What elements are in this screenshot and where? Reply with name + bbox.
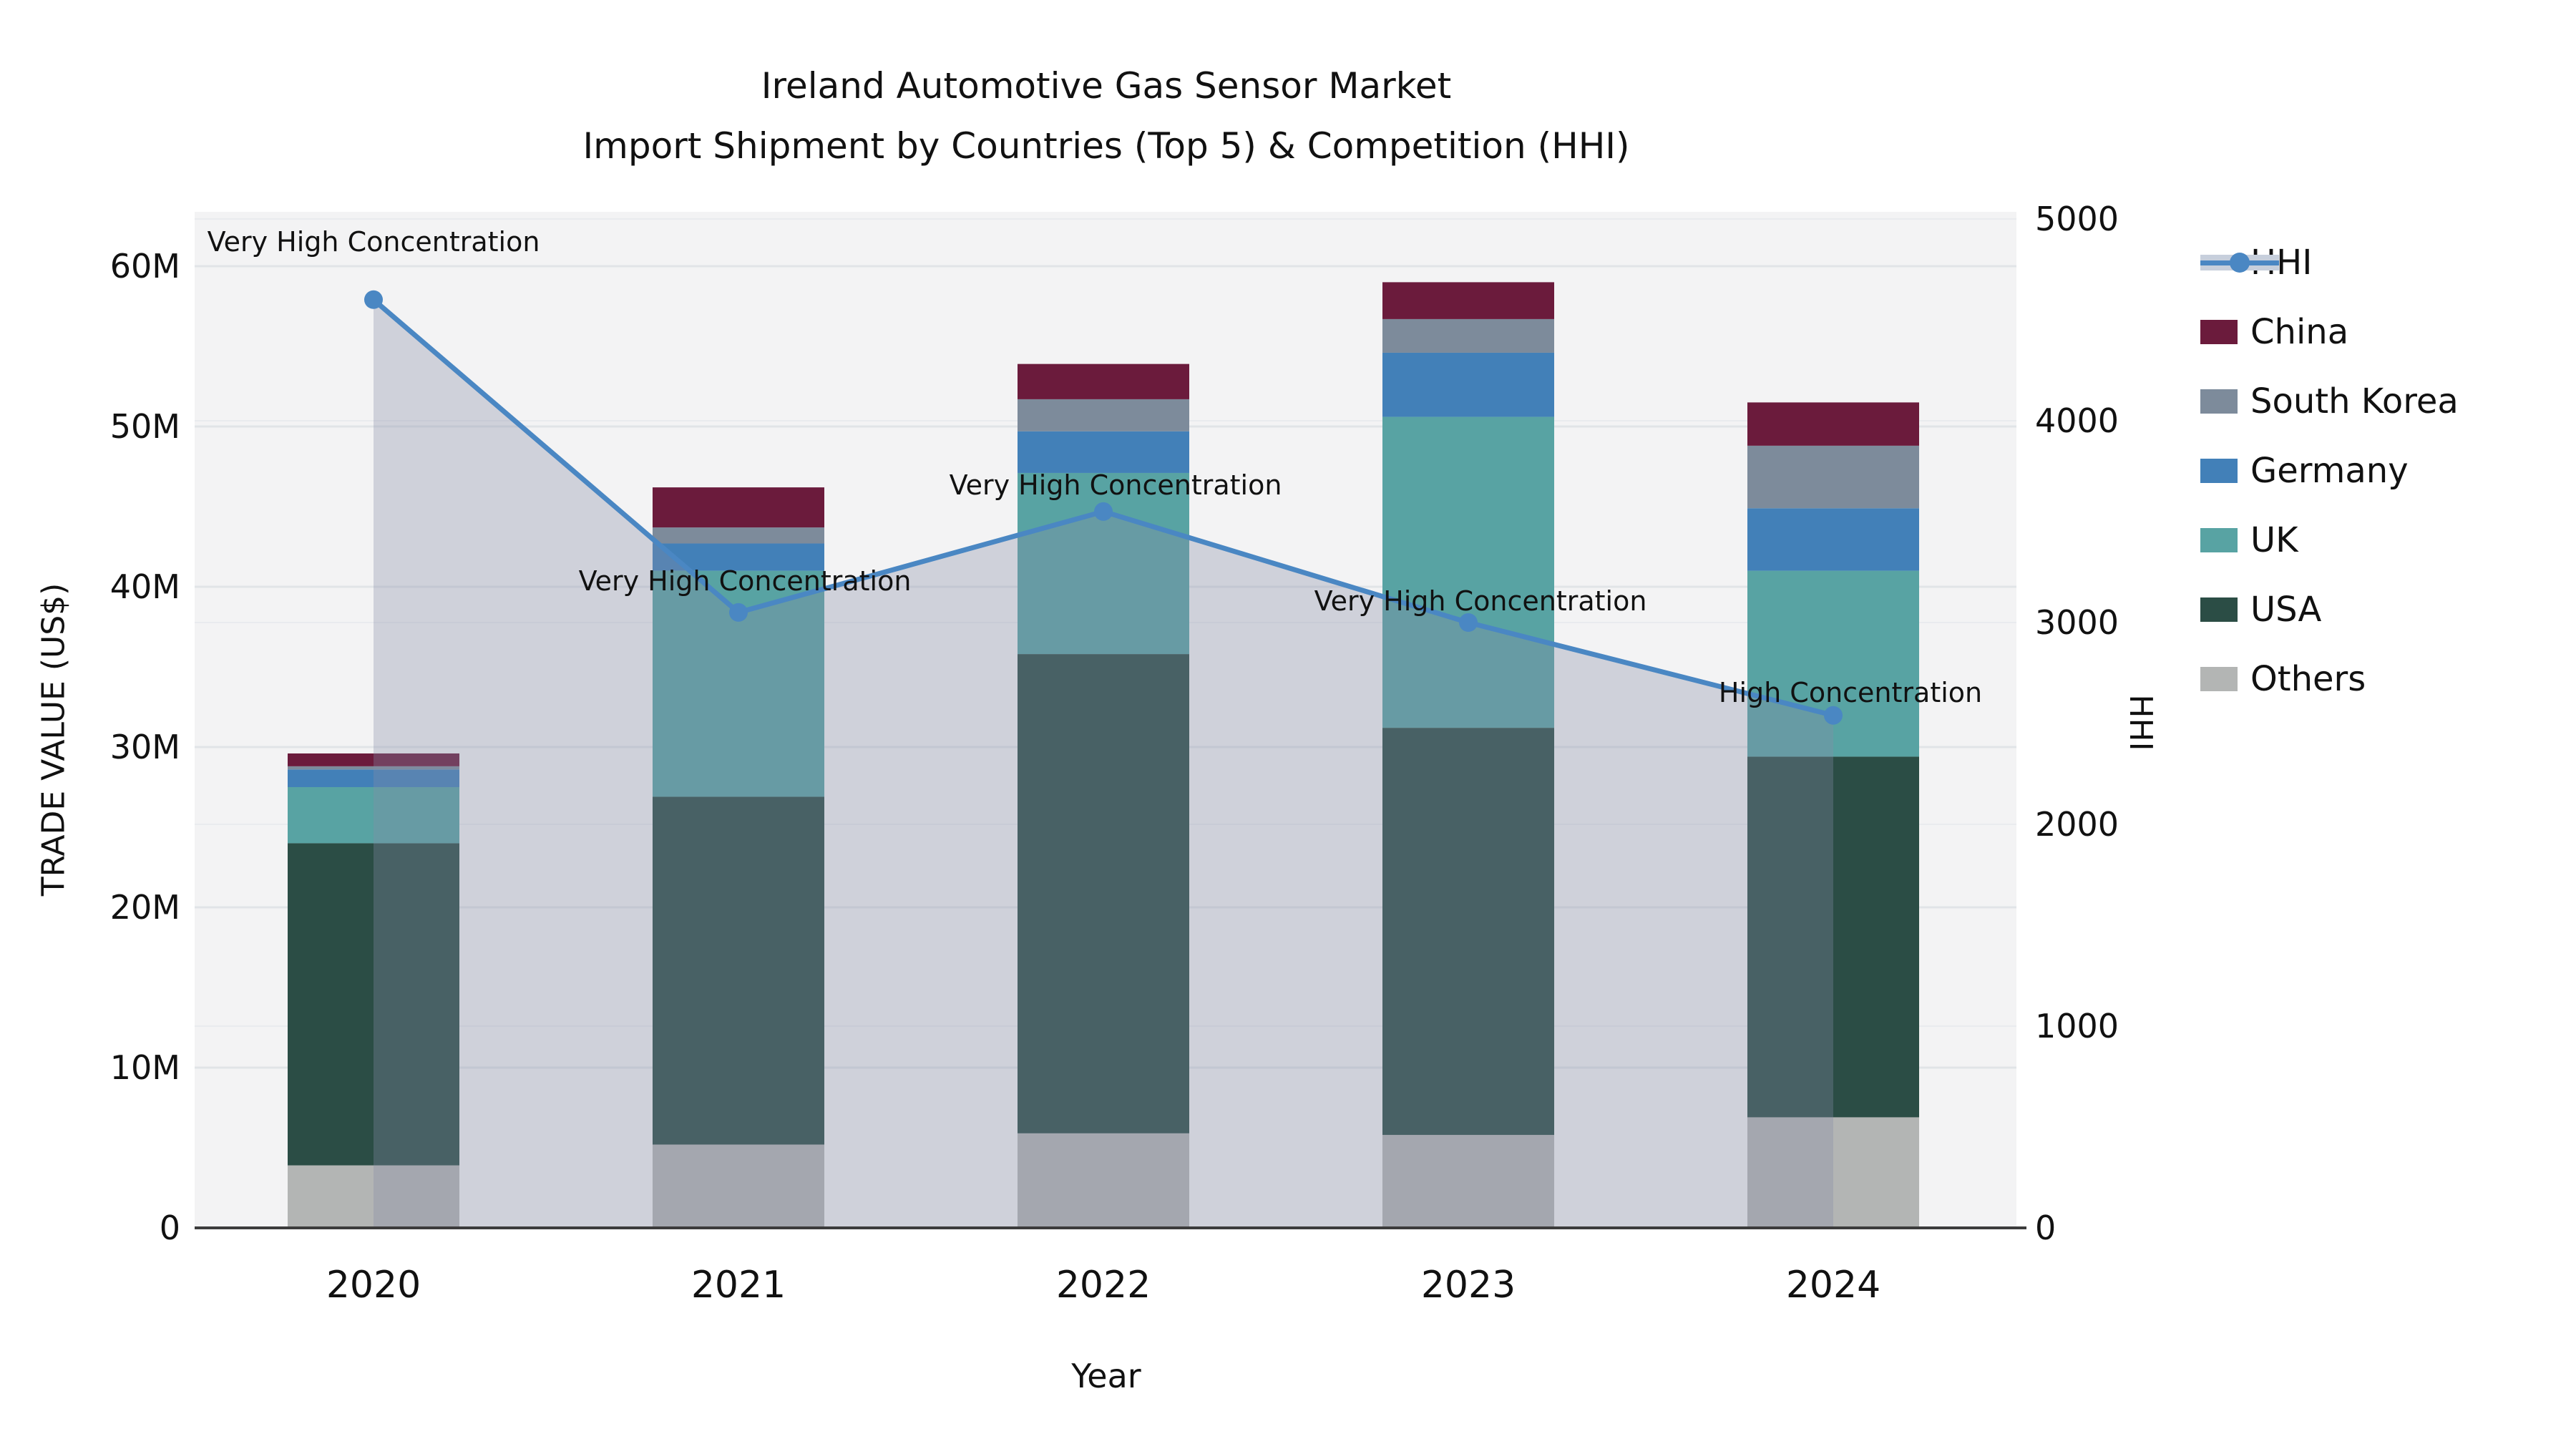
left-tick-10M: 10M [110,1048,180,1087]
legend-item-usa[interactable]: USA [2200,575,2572,644]
legend-label-usa: USA [2250,589,2322,630]
bar-segment-2023-others[interactable] [1382,1135,1554,1228]
legend-swatch-south-korea [2200,389,2238,414]
bar-segment-2024-usa[interactable] [1747,756,1919,1118]
bar-segment-2022-germany[interactable] [1018,431,1189,473]
bar-segment-2024-germany[interactable] [1747,508,1919,571]
legend-item-germany[interactable]: Germany [2200,436,2572,505]
legend-swatch-usa [2200,597,2238,622]
bar-segment-2024-south-korea[interactable] [1747,445,1919,509]
hhi-marker-2022[interactable] [1094,502,1113,521]
legend-swatch-uk [2200,527,2238,552]
legend: HHI China South Korea Germany UK USA Others [2200,228,2572,713]
legend-item-hhi[interactable]: HHI [2200,228,2572,297]
x-axis-title: Year [1071,1357,1141,1395]
annotation-2: Very High Concentration [579,565,912,597]
left-tick-60M: 60M [110,247,180,286]
bar-segment-2022-others[interactable] [1018,1133,1189,1228]
chart-title-line2: Import Shipment by Countries (Top 5) & C… [582,125,1630,167]
bar-segment-2023-south-korea[interactable] [1382,318,1554,353]
bar-segment-2022-china[interactable] [1018,364,1189,399]
right-tick-0: 0 [2035,1209,2056,1247]
bar-segment-2023-germany[interactable] [1382,352,1554,417]
bar-segment-2023-usa[interactable] [1382,728,1554,1136]
bar-segment-2022-south-korea[interactable] [1018,399,1189,431]
bar-segment-2022-usa[interactable] [1018,654,1189,1133]
annotation-4: Very High Concentration [1314,585,1647,617]
legend-label-others: Others [2250,658,2366,699]
right-tick-1000: 1000 [2035,1007,2119,1045]
legend-label-china: China [2250,311,2349,352]
annotation-3: Very High Concentration [950,469,1282,501]
legend-label-south-korea: South Korea [2250,381,2459,421]
y-axis-title-left: TRADE VALUE (US$) [35,582,72,897]
bar-segment-2023-china[interactable] [1382,282,1554,319]
right-tick-3000: 3000 [2035,603,2119,642]
legend-item-uk[interactable]: UK [2200,505,2572,575]
bar-segment-2020-china[interactable] [288,753,459,766]
bar-segment-2020-germany[interactable] [288,769,459,787]
chart-title: Ireland Automotive Gas Sensor Market Imp… [195,56,2018,176]
hhi-marker-2024[interactable] [1824,706,1843,725]
chart-title-line1: Ireland Automotive Gas Sensor Market [761,65,1452,107]
legend-swatch-others [2200,666,2238,691]
bar-segment-2020-south-korea[interactable] [288,766,459,770]
x-tick-2023: 2023 [1421,1264,1516,1307]
legend-item-china[interactable]: China [2200,297,2572,366]
legend-item-south-korea[interactable]: South Korea [2200,366,2572,436]
hhi-marker-2023[interactable] [1459,613,1478,632]
x-tick-2021: 2021 [691,1264,786,1307]
left-tick-40M: 40M [110,567,180,606]
legend-item-others[interactable]: Others [2200,644,2572,713]
bar-segment-2021-china[interactable] [653,487,824,528]
bar-segment-2020-uk[interactable] [288,787,459,844]
x-tick-2022: 2022 [1056,1264,1151,1307]
hhi-marker-2020[interactable] [364,290,383,309]
hhi-marker-2021[interactable] [729,602,748,622]
left-tick-50M: 50M [110,407,180,446]
x-tick-2024: 2024 [1786,1264,1880,1307]
bar-segment-2024-others[interactable] [1747,1117,1919,1228]
legend-label-germany: Germany [2250,450,2409,491]
legend-swatch-germany [2200,458,2238,483]
right-tick-2000: 2000 [2035,805,2119,844]
left-tick-20M: 20M [110,888,180,927]
left-tick-0: 0 [160,1209,180,1247]
bar-segment-2021-usa[interactable] [653,796,824,1145]
bar-segment-2024-china[interactable] [1747,402,1919,446]
bar-segment-2020-usa[interactable] [288,843,459,1166]
annotation-5: High Concentration [1719,677,1982,708]
bar-segment-2020-others[interactable] [288,1165,459,1228]
legend-swatch-china [2200,319,2238,344]
right-tick-5000: 5000 [2035,200,2119,238]
hhi-line-icon [2200,250,2279,275]
bar-segment-2021-others[interactable] [653,1144,824,1228]
bar-segment-2021-south-korea[interactable] [653,527,824,544]
right-tick-4000: 4000 [2035,401,2119,440]
legend-label-uk: UK [2250,519,2298,560]
bar-segment-2024-uk[interactable] [1747,570,1919,757]
left-tick-30M: 30M [110,728,180,766]
hhi-area-fill [374,299,1833,1228]
x-tick-2020: 2020 [326,1264,421,1307]
y-axis-title-right: HHI [2122,694,2159,751]
annotation-1: Very High Concentration [208,226,540,258]
bar-segment-2023-uk[interactable] [1382,416,1554,728]
